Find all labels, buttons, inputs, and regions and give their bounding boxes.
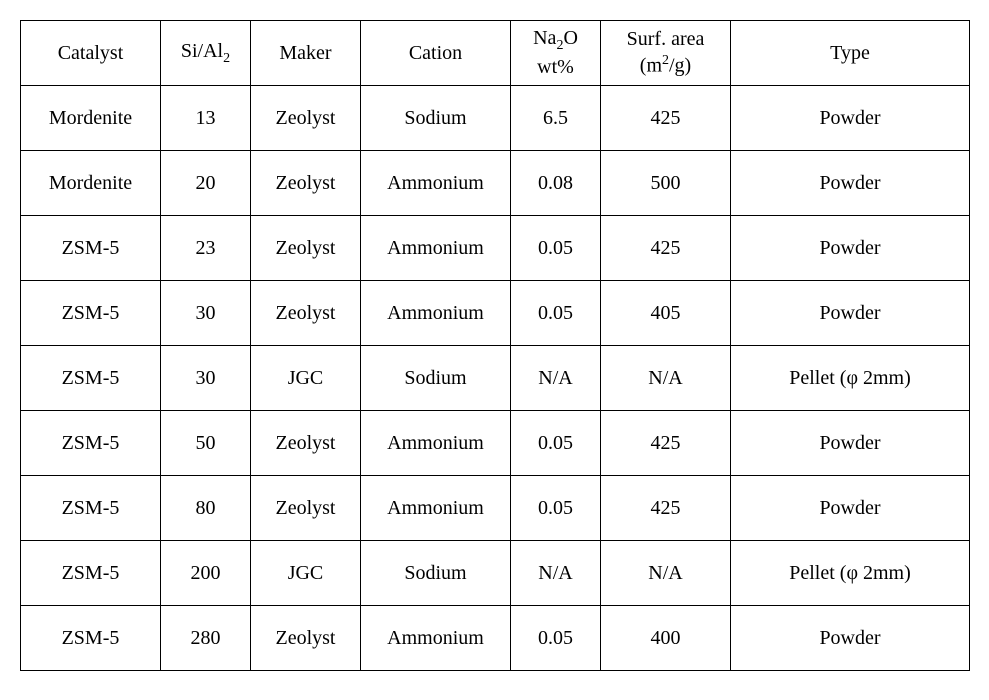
cell-catalyst: ZSM-5 [21, 346, 161, 411]
cell-cation: Ammonium [361, 411, 511, 476]
cell-na2o: 0.05 [511, 476, 601, 541]
header-si-al2: Si/Al2 [161, 21, 251, 86]
cell-surf: 500 [601, 151, 731, 216]
cell-maker: Zeolyst [251, 476, 361, 541]
header-catalyst-label: Catalyst [21, 41, 160, 66]
header-cation-label: Cation [361, 41, 510, 66]
cell-type: Powder [731, 216, 970, 281]
cell-cation: Sodium [361, 86, 511, 151]
cell-maker: Zeolyst [251, 151, 361, 216]
cell-na2o: N/A [511, 346, 601, 411]
cell-surf: 425 [601, 411, 731, 476]
cell-catalyst: ZSM-5 [21, 541, 161, 606]
header-cation: Cation [361, 21, 511, 86]
table-row: ZSM-580ZeolystAmmonium0.05425Powder [21, 476, 970, 541]
cell-maker: JGC [251, 541, 361, 606]
table-row: ZSM-550ZeolystAmmonium0.05425Powder [21, 411, 970, 476]
cell-na2o: 0.08 [511, 151, 601, 216]
cell-surf: 425 [601, 476, 731, 541]
cell-si_al2: 30 [161, 346, 251, 411]
cell-type: Powder [731, 476, 970, 541]
cell-si_al2: 13 [161, 86, 251, 151]
table-body: Mordenite13ZeolystSodium6.5425PowderMord… [21, 86, 970, 671]
cell-na2o: 0.05 [511, 606, 601, 671]
header-si-al2-label: Si/Al2 [161, 39, 250, 68]
cell-na2o: 6.5 [511, 86, 601, 151]
cell-na2o: 0.05 [511, 281, 601, 346]
catalyst-table: Catalyst Si/Al2 Maker Cation Na2Owt% Sur… [20, 20, 970, 671]
header-na2o-label: Na2Owt% [511, 26, 600, 80]
cell-na2o: 0.05 [511, 411, 601, 476]
header-maker: Maker [251, 21, 361, 86]
table-head: Catalyst Si/Al2 Maker Cation Na2Owt% Sur… [21, 21, 970, 86]
cell-si_al2: 30 [161, 281, 251, 346]
cell-catalyst: ZSM-5 [21, 411, 161, 476]
table-row: ZSM-5200JGCSodiumN/AN/APellet (φ 2mm) [21, 541, 970, 606]
cell-catalyst: ZSM-5 [21, 476, 161, 541]
header-type-label: Type [731, 41, 969, 66]
cell-si_al2: 50 [161, 411, 251, 476]
cell-cation: Sodium [361, 541, 511, 606]
table-row: Mordenite13ZeolystSodium6.5425Powder [21, 86, 970, 151]
cell-cation: Sodium [361, 346, 511, 411]
header-na2o: Na2Owt% [511, 21, 601, 86]
cell-maker: JGC [251, 346, 361, 411]
cell-cation: Ammonium [361, 281, 511, 346]
cell-type: Powder [731, 281, 970, 346]
cell-maker: Zeolyst [251, 86, 361, 151]
cell-na2o: N/A [511, 541, 601, 606]
cell-si_al2: 20 [161, 151, 251, 216]
cell-maker: Zeolyst [251, 606, 361, 671]
cell-maker: Zeolyst [251, 411, 361, 476]
table-row: ZSM-523ZeolystAmmonium0.05425Powder [21, 216, 970, 281]
cell-surf: N/A [601, 541, 731, 606]
cell-maker: Zeolyst [251, 216, 361, 281]
header-surf-label: Surf. area(m2/g) [601, 27, 730, 79]
cell-type: Powder [731, 411, 970, 476]
cell-maker: Zeolyst [251, 281, 361, 346]
cell-si_al2: 200 [161, 541, 251, 606]
cell-catalyst: ZSM-5 [21, 216, 161, 281]
cell-surf: 405 [601, 281, 731, 346]
header-row: Catalyst Si/Al2 Maker Cation Na2Owt% Sur… [21, 21, 970, 86]
header-type: Type [731, 21, 970, 86]
cell-type: Pellet (φ 2mm) [731, 541, 970, 606]
cell-type: Powder [731, 606, 970, 671]
cell-type: Pellet (φ 2mm) [731, 346, 970, 411]
cell-si_al2: 80 [161, 476, 251, 541]
cell-catalyst: ZSM-5 [21, 606, 161, 671]
cell-na2o: 0.05 [511, 216, 601, 281]
cell-cation: Ammonium [361, 151, 511, 216]
cell-cation: Ammonium [361, 606, 511, 671]
cell-surf: 425 [601, 216, 731, 281]
table-row: ZSM-5280ZeolystAmmonium0.05400Powder [21, 606, 970, 671]
header-catalyst: Catalyst [21, 21, 161, 86]
cell-si_al2: 280 [161, 606, 251, 671]
cell-catalyst: ZSM-5 [21, 281, 161, 346]
cell-surf: 400 [601, 606, 731, 671]
cell-surf: N/A [601, 346, 731, 411]
cell-cation: Ammonium [361, 476, 511, 541]
table-row: ZSM-530JGCSodiumN/AN/APellet (φ 2mm) [21, 346, 970, 411]
cell-type: Powder [731, 86, 970, 151]
table-row: ZSM-530ZeolystAmmonium0.05405Powder [21, 281, 970, 346]
cell-surf: 425 [601, 86, 731, 151]
header-maker-label: Maker [251, 41, 360, 66]
cell-catalyst: Mordenite [21, 151, 161, 216]
cell-si_al2: 23 [161, 216, 251, 281]
header-surf: Surf. area(m2/g) [601, 21, 731, 86]
cell-cation: Ammonium [361, 216, 511, 281]
cell-catalyst: Mordenite [21, 86, 161, 151]
table-row: Mordenite20ZeolystAmmonium0.08500Powder [21, 151, 970, 216]
cell-type: Powder [731, 151, 970, 216]
